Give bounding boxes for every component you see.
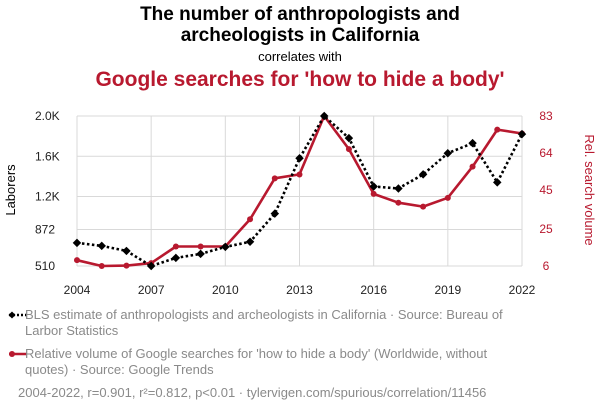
series-1-point xyxy=(245,237,255,247)
series-1-point xyxy=(72,238,82,248)
x-tick-label: 2013 xyxy=(286,283,313,297)
y-left-tick-label: 1.2K xyxy=(35,190,60,204)
x-tick-label: 2007 xyxy=(138,283,165,297)
series-2-point xyxy=(123,262,130,269)
x-tick-label: 2004 xyxy=(64,283,91,297)
legend-item-series-2: Relative volume of Google searches for '… xyxy=(8,346,568,380)
y-right-tick-label: 64 xyxy=(539,146,553,160)
y-right-tick-label: 6 xyxy=(543,259,550,273)
series-2-point xyxy=(271,175,278,182)
grid-lines xyxy=(76,115,523,267)
y-left-tick-label: 872 xyxy=(35,223,55,237)
x-tick-label: 2022 xyxy=(509,283,536,297)
legend-swatch-dotted-diamond-icon xyxy=(8,311,27,319)
series-1-point xyxy=(418,170,428,179)
series-2-point xyxy=(444,194,451,201)
y-left-tick-label: 1.6K xyxy=(35,149,60,163)
legend-swatch-line-circle-icon xyxy=(9,351,27,357)
series-1-point xyxy=(97,241,106,251)
series-1-point xyxy=(344,133,354,143)
series-1-point xyxy=(122,246,131,256)
series-1-point xyxy=(517,129,527,139)
series-2-point xyxy=(420,203,427,210)
series-2-point xyxy=(345,146,352,153)
x-axis-ticks: 2004 2007 2010 2013 2016 2019 2022 xyxy=(64,283,536,297)
legend-label-series-1: BLS estimate of anthropologists and arch… xyxy=(25,307,503,338)
series-2-point xyxy=(74,257,80,264)
y-axis-right-label: Rel. search volume xyxy=(582,134,597,245)
series-1-point xyxy=(196,249,205,259)
series-markers xyxy=(72,111,527,271)
footer-stats: 2004-2022, r=0.901, r²=0.812, p<0.01 · t… xyxy=(18,385,487,400)
series-1-point xyxy=(295,154,304,163)
series-2-point xyxy=(247,216,254,223)
correlation-chart: 2.0K 1.6K 1.2K 872 510 83 64 45 25 6 2004 2007 201… xyxy=(3,109,597,297)
chart-connector-text: correlates with xyxy=(258,49,342,64)
series-2-point xyxy=(172,243,179,250)
series-2-point xyxy=(494,126,501,133)
chart-title-line-1: The number of anthropologists and xyxy=(140,4,460,25)
series-2-point xyxy=(197,243,204,250)
y-right-tick-label: 45 xyxy=(539,183,553,197)
y-right-tick-label: 25 xyxy=(539,222,553,236)
legend-label-series-2: Relative volume of Google searches for '… xyxy=(25,346,488,377)
x-tick-label: 2016 xyxy=(360,283,387,297)
legend-item-series-1: BLS estimate of anthropologists and arch… xyxy=(8,307,568,341)
series-2-point xyxy=(296,171,303,178)
x-tick-label: 2019 xyxy=(434,283,461,297)
y-axis-right-ticks: 83 64 45 25 6 xyxy=(539,109,553,273)
series-1-point xyxy=(171,253,181,263)
series-1-point xyxy=(394,184,403,193)
y-left-tick-label: 2.0K xyxy=(35,109,60,123)
chart-title-line-2: archeologists in California xyxy=(180,25,420,46)
series-1-point xyxy=(146,261,156,271)
y-left-tick-label: 510 xyxy=(35,259,55,273)
x-tick-label: 2010 xyxy=(212,283,239,297)
series-1-point xyxy=(493,178,502,187)
series-2-point xyxy=(395,199,402,206)
series-1-point xyxy=(270,209,280,218)
y-axis-left-ticks: 2.0K 1.6K 1.2K 872 510 xyxy=(35,109,60,273)
series-2-point xyxy=(370,190,377,197)
y-axis-left-label: Laborers xyxy=(3,164,18,216)
series-1-point xyxy=(221,242,230,252)
series-2-point xyxy=(469,163,476,170)
y-right-tick-label: 83 xyxy=(539,109,553,123)
series-1-point xyxy=(468,138,477,148)
chart-title-variable-2: Google searches for 'how to hide a body' xyxy=(95,68,505,91)
series-2-point xyxy=(98,263,105,269)
